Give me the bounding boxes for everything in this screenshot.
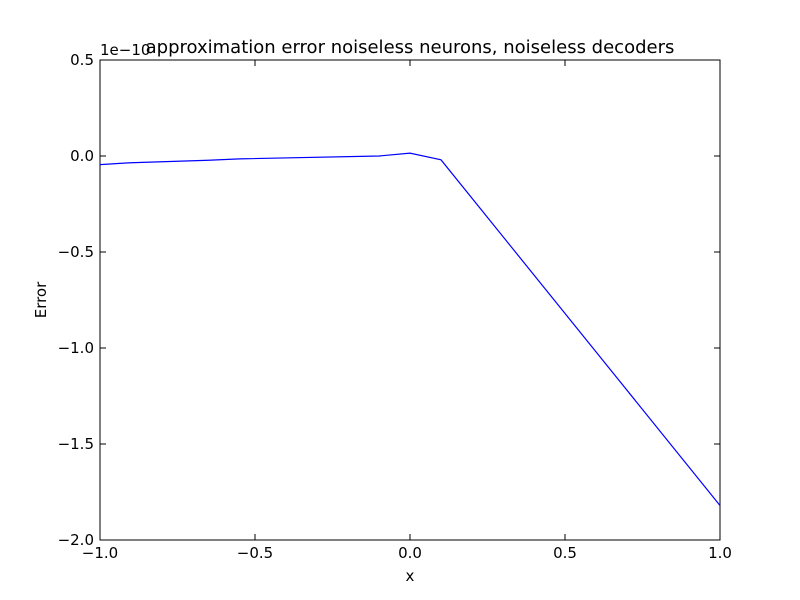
y-tick-label: −0.5 — [58, 243, 94, 261]
x-axis-label: x — [406, 567, 415, 585]
y-tick-label: 0.5 — [70, 51, 94, 69]
x-tick-label: −0.5 — [237, 544, 273, 562]
y-tick-label: 0.0 — [70, 147, 94, 165]
x-tick-label: 0.5 — [553, 544, 577, 562]
chart-title: approximation error noiseless neurons, n… — [146, 37, 675, 58]
y-tick-label: −1.5 — [58, 435, 94, 453]
plot-area: −1.0 −0.5 0.0 0.5 1.0 0.5 0.0 −0.5 −1.0 −1.5 −2.0 — [58, 51, 732, 562]
y-axis-label: Error — [32, 281, 50, 318]
x-tick-label: −1.0 — [82, 544, 118, 562]
x-tick-label: 0.0 — [398, 544, 422, 562]
x-tick-label: 1.0 — [708, 544, 732, 562]
y-offset-label: 1e−10 — [100, 41, 150, 59]
plot-frame — [99, 59, 721, 541]
y-tick-label: −2.0 — [58, 531, 94, 549]
y-tick-label: −1.0 — [58, 339, 94, 357]
series-line — [99, 152, 721, 506]
